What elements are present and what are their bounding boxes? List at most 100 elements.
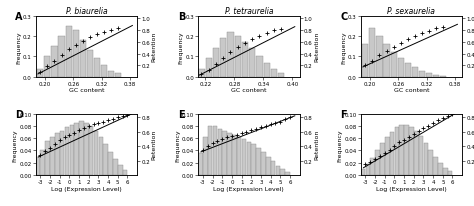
Y-axis label: Frequency: Frequency (179, 31, 184, 63)
Bar (220, 39, 227, 77)
Bar (198, 69, 205, 77)
Bar (438, 163, 443, 175)
Bar (237, 137, 241, 175)
Bar (242, 140, 246, 175)
Bar (391, 53, 397, 77)
Title: P. sexaurelia: P. sexaurelia (387, 7, 435, 16)
Bar (246, 142, 251, 175)
Bar (218, 129, 222, 175)
Bar (37, 69, 43, 77)
Bar (285, 172, 290, 175)
Bar (206, 59, 212, 77)
Bar (380, 143, 385, 175)
Bar (433, 75, 439, 77)
Bar (89, 126, 93, 175)
Bar (58, 37, 64, 77)
Bar (249, 49, 255, 77)
Bar (55, 134, 60, 175)
Bar (405, 63, 411, 77)
Text: B: B (178, 12, 185, 22)
X-axis label: GC content: GC content (69, 88, 104, 93)
Bar (242, 43, 248, 77)
Bar (261, 152, 266, 175)
Bar (101, 65, 107, 77)
Bar (251, 145, 256, 175)
Y-axis label: Retention: Retention (151, 32, 156, 62)
Bar (222, 131, 227, 175)
Y-axis label: Retention: Retention (314, 32, 319, 62)
Bar (87, 51, 93, 77)
X-axis label: GC content: GC content (231, 88, 266, 93)
Bar (70, 125, 74, 175)
Bar (79, 121, 84, 175)
Text: A: A (15, 12, 23, 22)
Bar (394, 128, 399, 175)
Bar (443, 168, 447, 175)
Bar (278, 73, 284, 77)
Bar (398, 59, 404, 77)
Bar (424, 143, 428, 175)
Bar (228, 33, 234, 77)
Bar (365, 164, 370, 175)
Bar (123, 170, 128, 175)
Bar (213, 126, 217, 175)
Bar (412, 67, 418, 77)
Bar (80, 41, 86, 77)
Bar (99, 137, 103, 175)
Title: P. tetraurelia: P. tetraurelia (225, 7, 273, 16)
Bar (264, 63, 270, 77)
Bar (113, 159, 118, 175)
Bar (198, 154, 203, 175)
Bar (94, 131, 98, 175)
Bar (213, 49, 219, 77)
Bar (390, 132, 394, 175)
Bar (383, 45, 390, 77)
Bar (375, 151, 380, 175)
Bar (369, 29, 375, 77)
Bar (65, 27, 72, 77)
Bar (51, 47, 57, 77)
Bar (361, 169, 365, 175)
Bar (208, 126, 212, 175)
Bar (433, 157, 438, 175)
Y-axis label: Frequency: Frequency (338, 128, 343, 161)
Bar (275, 166, 280, 175)
X-axis label: Log (Expression Level): Log (Expression Level) (51, 186, 122, 191)
Bar (64, 128, 69, 175)
Bar (376, 37, 383, 77)
Bar (203, 137, 208, 175)
Bar (84, 123, 89, 175)
X-axis label: Log (Expression Level): Log (Expression Level) (213, 186, 284, 191)
Y-axis label: Frequency: Frequency (175, 128, 180, 161)
X-axis label: Log (Expression Level): Log (Expression Level) (376, 186, 447, 191)
Title: P. biaurelia: P. biaurelia (65, 7, 107, 16)
Bar (108, 71, 114, 77)
Bar (256, 148, 261, 175)
Bar (414, 131, 419, 175)
Bar (44, 57, 50, 77)
Text: E: E (178, 109, 184, 119)
Bar (400, 125, 404, 175)
Bar (232, 136, 237, 175)
Bar (94, 59, 100, 77)
Bar (419, 71, 425, 77)
Bar (362, 45, 368, 77)
Bar (266, 157, 271, 175)
Text: F: F (340, 109, 347, 119)
Bar (370, 158, 375, 175)
Bar (419, 137, 423, 175)
Bar (60, 131, 64, 175)
Bar (115, 73, 121, 77)
Y-axis label: Frequency: Frequency (341, 31, 346, 63)
Bar (108, 152, 113, 175)
Bar (428, 151, 433, 175)
Bar (271, 69, 277, 77)
Bar (409, 128, 414, 175)
Y-axis label: Retention: Retention (314, 130, 319, 160)
Bar (103, 145, 108, 175)
Y-axis label: Frequency: Frequency (13, 128, 18, 161)
Bar (73, 31, 79, 77)
Bar (271, 162, 275, 175)
Bar (46, 142, 50, 175)
Bar (256, 57, 263, 77)
